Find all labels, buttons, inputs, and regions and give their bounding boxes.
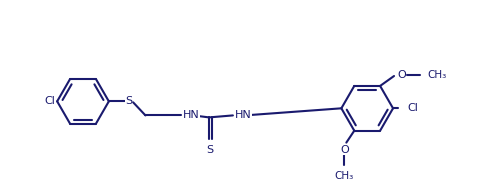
Text: CH₃: CH₃ [335,171,354,181]
Text: CH₃: CH₃ [428,70,447,80]
Text: HN: HN [235,110,252,120]
Text: S: S [206,145,214,155]
Text: Cl: Cl [407,103,418,113]
Text: O: O [398,70,406,80]
Text: Cl: Cl [44,96,55,106]
Text: HN: HN [183,110,200,120]
Text: S: S [125,96,132,106]
Text: O: O [340,145,348,155]
